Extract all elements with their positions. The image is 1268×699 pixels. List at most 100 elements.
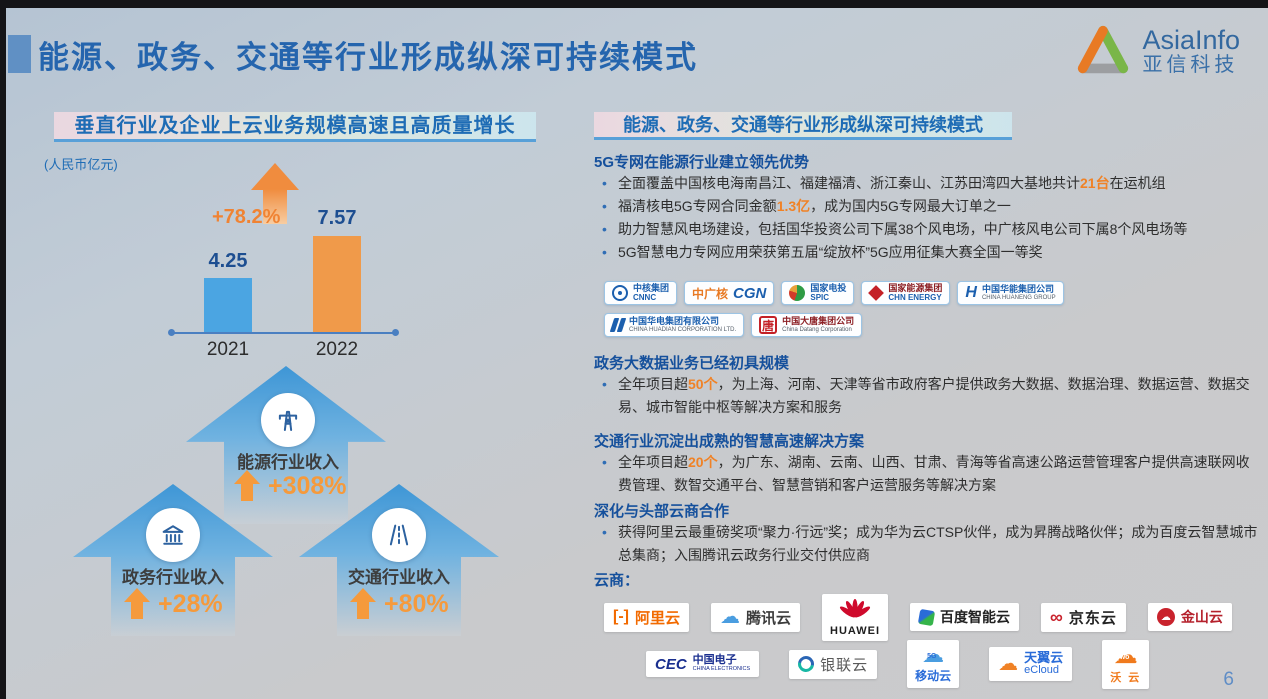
bullet-item: • 助力智慧风电场建设，包括国华投资公司下属38个风电场，中广核风电公司下属8个… <box>602 218 1262 241</box>
bar-value-2021: 4.25 <box>208 250 248 272</box>
cloud-icon: ☁ <box>998 653 1019 675</box>
bullet-item: • 获得阿里云最重磅奖项“聚力·行远”奖；成为华为云CTSP伙伴，成为昇腾战略伙… <box>602 521 1262 567</box>
section-heading-5g: 5G专网在能源行业建立领先优势 <box>594 154 810 171</box>
growth-arrow-icon <box>251 163 299 190</box>
bullet-dot: • <box>602 454 607 470</box>
logo-tencent-cloud: ☁ 腾讯云 <box>711 602 801 632</box>
energy-partner-logos-row2: 中国华电集团有限公司 CHINA HUADIAN CORPORATION LTD.… <box>604 313 863 337</box>
energy-icon-circle <box>261 393 315 447</box>
energy-growth-value: +308% <box>268 471 347 500</box>
gov-stat: +28% <box>124 588 223 620</box>
logo-unionpay-cloud: 银联云 <box>789 649 878 679</box>
atom-icon <box>612 285 628 301</box>
gov-arrow-label: 政务行业收入 <box>122 568 224 587</box>
energy-arrow-label: 能源行业收入 <box>237 453 339 472</box>
section-heading-gov: 政务大数据业务已经初具规模 <box>594 355 790 372</box>
gov-icon-circle <box>146 508 200 562</box>
asiainfo-logo-icon <box>1078 25 1129 74</box>
brand-name-en: AsiaInfo <box>1142 25 1240 56</box>
axis-dot-right <box>392 329 399 336</box>
jd-infinity-icon: ∞ <box>1050 607 1063 627</box>
baidu-shield-icon <box>917 608 936 626</box>
presentation-slide: 能源、政务、交通等行业形成纵深可持续模式 AsiaInfo 亚信科技 垂直行业及… <box>6 8 1268 699</box>
up-arrow-icon <box>350 588 376 620</box>
cloud-logos-row2: CEC 中国电子 CHINA ELECTRONICS 银联云 ☁ 5G 移动云 ☁… <box>646 639 1150 689</box>
datang-seal-icon: 唐 <box>759 316 778 334</box>
brand-logo: AsiaInfo 亚信科技 <box>1074 22 1240 80</box>
spic-icon <box>789 285 806 301</box>
energy-stat: +308% <box>234 470 347 502</box>
section-heading-transport: 交通行业沉淀出成熟的智慧高速解决方案 <box>594 433 865 450</box>
up-arrow-icon <box>234 470 260 502</box>
bar-2022 <box>313 236 361 334</box>
section-heading-cloud: 深化与头部云商合作 <box>594 503 730 520</box>
title-accent-square <box>8 35 31 73</box>
logo-kingsoft-cloud: ☁ 金山云 <box>1147 603 1232 631</box>
logo-baidu-cloud: 百度智能云 <box>910 603 1020 631</box>
logo-wo-cloud: ☁ wo 沃 云 <box>1102 639 1150 689</box>
page-title: 能源、政务、交通等行业形成纵深可持续模式 <box>38 40 698 75</box>
logo-huawei: HUAWEI <box>822 593 889 641</box>
axis-label-2022: 2022 <box>315 339 359 360</box>
brand-name-cn: 亚信科技 <box>1142 53 1239 76</box>
unionpay-ring-icon <box>794 652 818 676</box>
logo-chn-energy: 国家能源集团 CHN ENERGY <box>861 281 951 305</box>
diamond-icon <box>868 285 885 301</box>
bar-2021 <box>204 278 252 334</box>
section-gov-bullets: • 全年项目超50个，为上海、河南、天津等省市政府客户提供政务大数据、数据治理、… <box>602 373 1262 419</box>
transport-stat: +80% <box>350 588 449 620</box>
logo-mobile-cloud: ☁ 5G 移动云 <box>907 640 960 688</box>
right-panel-header: 能源、政务、交通等行业形成纵深可持续模式 <box>594 112 1012 140</box>
bullet-item: • 5G智慧电力专网应用荣获第五届“绽放杯”5G应用征集大赛全国一等奖 <box>602 241 1262 264</box>
huaneng-h-icon: H <box>965 284 977 301</box>
logo-cec: CEC 中国电子 CHINA ELECTRONICS <box>646 651 760 677</box>
bar-value-2022: 7.57 <box>317 207 357 229</box>
section-cloud-bullets: • 获得阿里云最重磅奖项“聚力·行远”奖；成为华为云CTSP伙伴，成为昇腾战略伙… <box>602 521 1262 567</box>
bullet-dot: • <box>602 524 607 540</box>
logo-jd-cloud: ∞ 京东云 <box>1041 602 1126 632</box>
page-number: 6 <box>1223 669 1234 690</box>
logo-cgn: 中广核 CGN <box>684 281 775 305</box>
chart-unit-note: (人民币亿元) <box>44 157 118 172</box>
transmission-tower-icon <box>278 410 298 431</box>
transport-growth-value: +80% <box>384 589 449 618</box>
highway-icon <box>389 524 409 546</box>
cloud-vendors-label: 云商： <box>594 572 640 589</box>
axis-dot-left <box>168 329 175 336</box>
gov-growth-value: +28% <box>158 589 223 618</box>
bullet-dot: • <box>602 244 607 260</box>
logo-ctyun: ☁ 天翼云 eCloud <box>989 647 1073 681</box>
up-arrow-icon <box>124 588 150 620</box>
cloud-icon: ☁ <box>720 606 740 628</box>
chart-axis <box>172 332 394 334</box>
huawei-petals-icon <box>839 598 871 617</box>
logo-spic: 国家电投 SPIC <box>781 281 855 305</box>
bullet-dot: • <box>602 376 607 392</box>
bank-icon <box>162 525 184 545</box>
logo-aliyun: [-] 阿里云 <box>604 602 689 632</box>
section-transport-bullets: • 全年项目超20个，为广东、湖南、云南、山西、甘肃、青海等省高速公路运营管理客… <box>602 451 1262 497</box>
bullet-dot: • <box>602 175 607 191</box>
energy-partner-logos-row1: 中核集团 CNNC 中广核 CGN 国家电投 SPIC 国家能源集团 CHN ENER… <box>604 281 1064 305</box>
transport-arrow-label: 交通行业收入 <box>348 568 450 587</box>
bullet-dot: • <box>602 198 607 214</box>
bullet-item: • 全年项目超50个，为上海、河南、天津等省市政府客户提供政务大数据、数据治理、… <box>602 373 1262 419</box>
logo-datang: 唐 中国大唐集团公司 China Datang Corporation <box>751 313 863 337</box>
axis-label-2021: 2021 <box>206 339 250 360</box>
aliyun-bracket-icon: [-] <box>613 608 629 625</box>
bullet-item: • 全面覆盖中国核电海南昌江、福建福清、浙江秦山、江苏田湾四大基地共计21台在运… <box>602 172 1262 195</box>
section-5g-bullets: • 全面覆盖中国核电海南昌江、福建福清、浙江秦山、江苏田湾四大基地共计21台在运… <box>602 172 1262 264</box>
mobile-cloud-icon: ☁ 5G <box>922 642 945 667</box>
kingsoft-cloud-icon: ☁ <box>1156 608 1175 626</box>
bullet-dot: • <box>602 221 607 237</box>
growth-percent-label: +78.2% <box>212 206 281 228</box>
logo-huadian: 中国华电集团有限公司 CHINA HUADIAN CORPORATION LTD. <box>604 313 745 337</box>
logo-huaneng: H 中国华能集团公司 CHINA HUANENG GROUP <box>957 281 1064 305</box>
logo-cnnc: 中核集团 CNNC <box>604 281 678 305</box>
cloud-logos-row1: [-] 阿里云 ☁ 腾讯云 HUAWEI <box>604 586 1232 648</box>
growth-arrow-shaft <box>263 189 287 224</box>
bullet-item: • 全年项目超20个，为广东、湖南、云南、山西、甘肃、青海等省高速公路运营管理客… <box>602 451 1262 497</box>
wo-cloud-icon: ☁ wo <box>1113 641 1138 669</box>
huadian-slash-icon <box>609 318 627 332</box>
